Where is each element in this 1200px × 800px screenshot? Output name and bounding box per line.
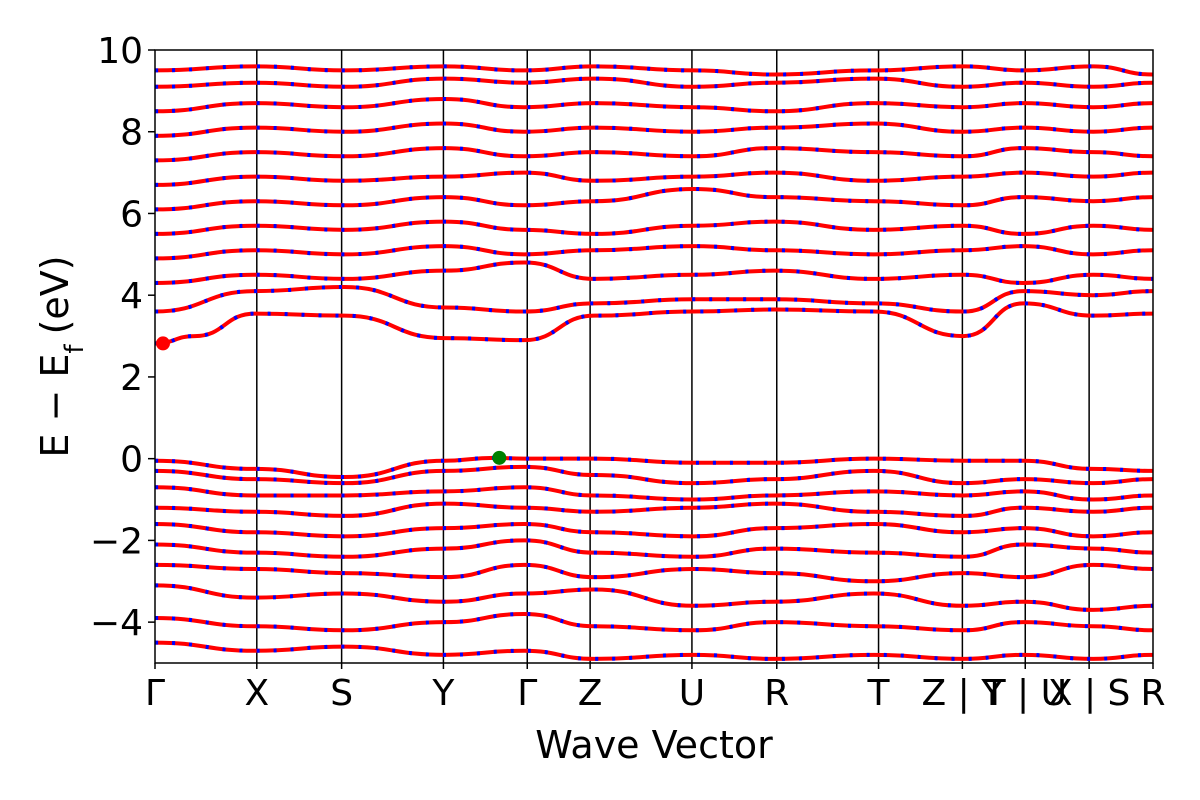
band-line-spin-down [155,562,1153,584]
y-tick-label: −2 [90,521,143,562]
band-line-spin-up [155,562,1153,584]
band-line-spin-up [155,260,1153,285]
band-line-spin-up [155,97,1153,114]
x-tick-label: X | S [1048,673,1131,714]
band-line-spin-down [155,146,1153,163]
band-line-spin-up [155,244,1153,261]
band-line-spin-up [155,121,1153,138]
band-line-spin-down [155,464,1153,486]
band-line-spin-up [155,522,1153,539]
band-line-spin-down [155,301,1153,346]
band-line-spin-up [155,64,1153,77]
band-line-spin-down [155,186,1153,212]
band-edge-markers [155,336,507,465]
band-line-spin-down [155,501,1153,518]
x-tick-label: Y [431,673,455,714]
band-line-spin-up [155,170,1153,187]
band-line-spin-up [155,583,1153,612]
x-tick-label: U [679,673,705,714]
y-tick-label: 10 [97,31,143,72]
x-tick-label: Γ [517,673,537,714]
band-line-spin-up [155,640,1153,661]
vbm-marker [492,450,507,465]
band-line-spin-down [155,583,1153,612]
x-tick-label: S [330,673,353,714]
band-line-spin-down [155,64,1153,77]
y-tick-label: 6 [120,194,143,235]
y-tick-label: 2 [120,358,143,399]
y-axis-label-unit: (eV) [33,255,77,334]
y-axis-label: E − Ef (eV) [33,255,90,457]
x-axis-label: Wave Vector [535,723,773,767]
y-tick-label: 4 [120,276,143,317]
x-tick-label: R [764,673,789,714]
x-tick-label: T [867,673,891,714]
y-axis-label-subscript: f [60,344,90,354]
band-line-spin-up [155,611,1153,633]
x-tick-label: X [244,673,269,714]
band-line-spin-up [155,76,1153,89]
y-tick-label: 8 [120,113,143,154]
x-tick-label: Γ [145,673,165,714]
band-line-spin-down [155,219,1153,236]
x-tick-label: Z [578,673,603,714]
cbm-marker [155,336,170,351]
x-tick-label: Z | Y [922,673,1005,714]
band-line-spin-down [155,285,1153,314]
y-tick-label: 0 [120,440,143,481]
y-axis-label-main: E − E [33,354,77,458]
band-line-spin-up [155,301,1153,346]
x-tick-label: T | U [983,673,1067,714]
y-axis-ticks: −4 −2 0 2 4 6 8 10 [90,31,155,644]
x-tick-label: R [1140,673,1165,714]
band-line-spin-up [155,455,1153,480]
plot-frame [154,49,1154,664]
band-line-spin-up [155,538,1153,559]
band-lines [155,64,1153,661]
band-line-spin-up [155,485,1153,502]
y-tick-label: −4 [90,603,143,644]
